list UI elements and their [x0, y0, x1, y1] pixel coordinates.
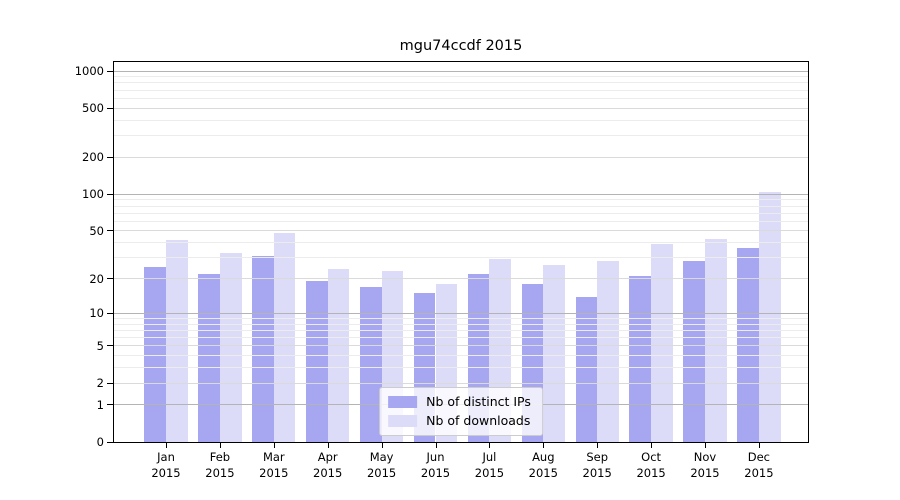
bar-distinct-ips	[198, 273, 220, 442]
x-tick-mark	[543, 443, 545, 448]
y-tick-label: 2	[96, 376, 104, 390]
y-tick-label: 50	[89, 223, 104, 238]
x-tick-mark	[327, 443, 329, 448]
x-tick-month: Oct	[641, 450, 662, 464]
x-tick-label: Jan 2015	[134, 450, 198, 481]
x-tick-label: Apr 2015	[296, 450, 360, 481]
x-tick-label: Sep 2015	[565, 450, 629, 481]
y-tick-mark	[107, 345, 113, 347]
x-tick-mark	[381, 443, 383, 448]
legend-item: Nb of distinct IPs	[388, 394, 531, 410]
x-tick-year: 2015	[366, 465, 397, 480]
legend-swatch	[388, 396, 418, 408]
bar-distinct-ips	[683, 261, 705, 442]
legend-label: Nb of distinct IPs	[426, 394, 531, 409]
x-tick-year: 2015	[259, 465, 289, 480]
bar-downloads	[705, 238, 727, 442]
x-tick-month: Feb	[209, 450, 231, 464]
bar-distinct-ips	[737, 248, 759, 442]
x-tick-month: Jun	[426, 450, 445, 464]
x-tick-month: Apr	[317, 450, 338, 464]
bar-downloads	[651, 243, 673, 442]
x-tick-year: 2015	[582, 465, 612, 480]
x-tick-mark	[597, 443, 599, 448]
bar-downloads	[758, 191, 781, 442]
x-tick-year: 2015	[744, 465, 774, 480]
y-tick-mark	[107, 382, 113, 384]
y-tick-label: 0	[96, 435, 104, 449]
y-tick-label: 100	[82, 187, 104, 202]
x-tick-mark	[758, 443, 760, 448]
y-tick-mark	[107, 230, 113, 232]
y-tick-mark	[107, 441, 113, 443]
x-tick-year: 2015	[474, 465, 505, 480]
y-tick-label: 1	[96, 397, 104, 412]
legend-swatch	[388, 415, 418, 427]
y-tick-label: 1000	[74, 64, 104, 78]
x-tick-year: 2015	[636, 465, 666, 480]
bar-distinct-ips	[359, 286, 382, 442]
x-tick-month: Mar	[262, 450, 285, 464]
y-tick-mark	[107, 193, 113, 195]
y-tick-mark	[107, 404, 113, 406]
y-tick-label: 20	[89, 271, 104, 286]
y-tick-mark	[107, 278, 113, 279]
x-tick-month: Jul	[482, 450, 497, 464]
y-tick-mark	[107, 107, 113, 109]
bar-downloads	[273, 233, 296, 442]
x-tick-mark	[651, 443, 653, 448]
x-tick-year: 2015	[420, 465, 451, 480]
bar-distinct-ips	[144, 267, 166, 442]
x-tick-mark	[435, 443, 437, 448]
x-tick-month: May	[369, 450, 394, 464]
bar-downloads	[327, 269, 350, 442]
x-tick-mark	[489, 443, 491, 448]
x-tick-mark	[166, 443, 167, 448]
bars-layer	[114, 62, 808, 442]
y-tick-label: 200	[82, 150, 104, 165]
x-tick-year: 2015	[528, 465, 558, 480]
bar-distinct-ips	[575, 296, 598, 442]
x-tick-label: Mar 2015	[242, 450, 306, 481]
bar-distinct-ips	[306, 281, 328, 442]
x-tick-mark	[219, 443, 221, 448]
x-tick-label: May 2015	[350, 450, 414, 481]
bar-downloads	[166, 240, 188, 442]
x-tick-label: Nov 2015	[673, 450, 737, 481]
bar-distinct-ips	[629, 276, 652, 442]
legend: Nb of distinct IPs Nb of downloads	[379, 387, 543, 436]
x-tick-label: Jul 2015	[457, 450, 521, 481]
x-tick-month: Sep	[586, 450, 609, 464]
bar-distinct-ips	[252, 255, 274, 442]
plot-area: Nb of distinct IPs Nb of downloads	[113, 61, 809, 443]
y-tick-label: 10	[89, 306, 104, 321]
y-tick-label: 5	[96, 338, 104, 353]
x-tick-month: Dec	[747, 450, 771, 464]
x-tick-year: 2015	[690, 465, 720, 480]
x-tick-label: Dec 2015	[727, 450, 791, 481]
x-tick-year: 2015	[151, 465, 181, 480]
y-tick-mark	[107, 312, 113, 314]
x-tick-year: 2015	[205, 465, 235, 480]
x-tick-year: 2015	[313, 465, 343, 480]
chart-title: mgu74ccdf 2015	[399, 38, 523, 54]
x-tick-month: Nov	[693, 450, 717, 464]
x-tick-label: Jun 2015	[404, 450, 468, 481]
x-tick-label: Aug 2015	[511, 450, 575, 481]
bar-downloads	[543, 265, 565, 442]
y-tick-label: 500	[82, 101, 104, 116]
x-tick-month: Jan	[157, 450, 175, 464]
legend-item: Nb of downloads	[388, 413, 531, 429]
x-tick-mark	[705, 443, 706, 448]
bar-downloads	[597, 261, 619, 442]
x-tick-mark	[273, 443, 275, 448]
x-tick-label: Feb 2015	[188, 450, 252, 481]
y-tick-mark	[107, 70, 113, 72]
x-tick-label: Oct 2015	[619, 450, 683, 481]
x-tick-month: Aug	[532, 450, 555, 464]
bar-downloads	[219, 252, 242, 442]
y-tick-mark	[107, 156, 113, 158]
legend-label: Nb of downloads	[426, 413, 531, 428]
